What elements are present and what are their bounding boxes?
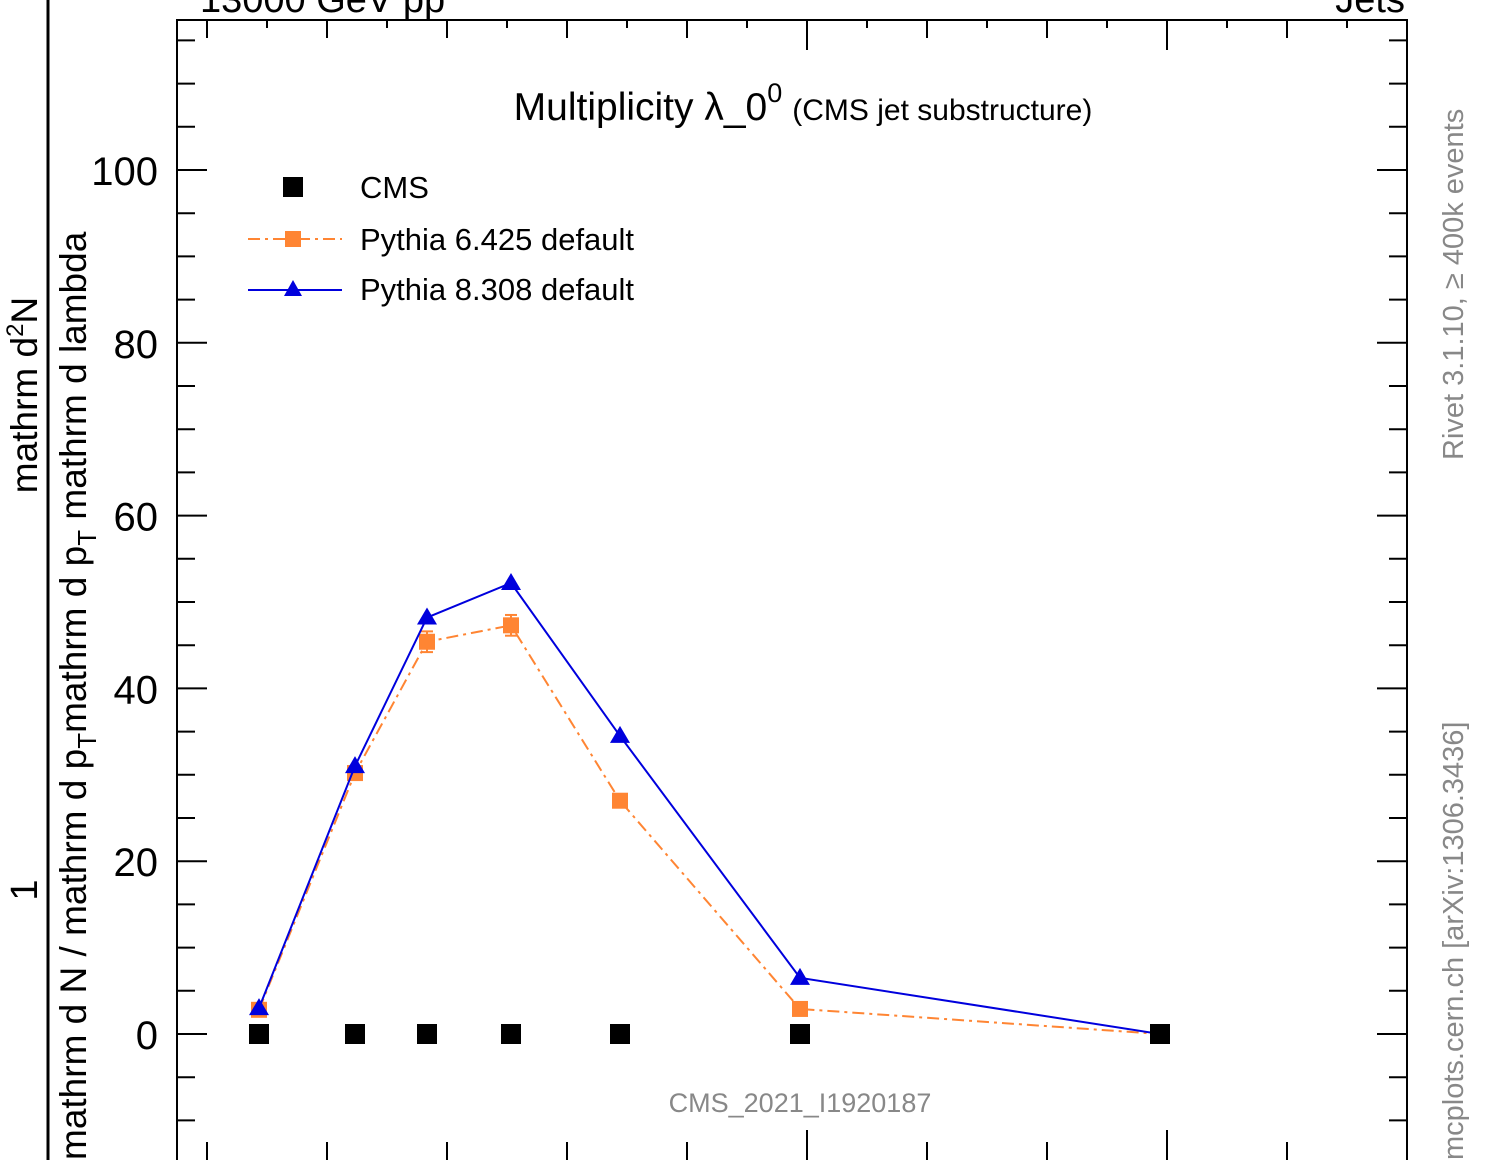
data-point-1 bbox=[419, 633, 435, 650]
data-point-0 bbox=[501, 1024, 521, 1044]
ylabel-denominator-T1: T bbox=[72, 733, 102, 749]
data-point-1 bbox=[612, 792, 628, 809]
legend-py8-marker bbox=[284, 280, 302, 296]
data-point-2 bbox=[249, 998, 269, 1016]
y-tick-labels: 0 20 40 60 80 100 bbox=[91, 150, 158, 1058]
data-point-0 bbox=[249, 1024, 269, 1044]
title-sup: 0 bbox=[767, 78, 782, 108]
legend-py6-label: Pythia 6.425 default bbox=[360, 222, 634, 257]
ylabel-num2-sup: 2 bbox=[2, 324, 29, 337]
data-point-0 bbox=[1150, 1024, 1170, 1044]
data-point-0 bbox=[417, 1024, 437, 1044]
data-point-2 bbox=[610, 725, 630, 743]
data-point-2 bbox=[501, 572, 521, 590]
y-tick-label: 80 bbox=[114, 323, 159, 367]
ylabel-denominator: mathrm d N / mathrm d pTmathrm d pT math… bbox=[53, 231, 102, 1160]
legend-py6-marker bbox=[285, 231, 301, 247]
legend-py8-label: Pythia 8.308 default bbox=[360, 272, 634, 307]
ylabel-num2-d: mathrm d bbox=[4, 337, 45, 493]
data-point-2 bbox=[790, 967, 810, 985]
header-right: Jets bbox=[1335, 0, 1405, 21]
legend-cms-marker bbox=[283, 177, 303, 197]
ylabel-denominator-3: mathrm d lambda bbox=[53, 231, 94, 530]
axis-ticks bbox=[177, 20, 1407, 1160]
data-point-1 bbox=[792, 1000, 808, 1017]
ylabel-denominator-2: mathrm d p bbox=[53, 546, 94, 733]
data-point-0 bbox=[610, 1024, 630, 1044]
rivet-label: Rivet 3.1.10, ≥ 400k events bbox=[1438, 109, 1470, 460]
legend: CMS Pythia 6.425 default Pythia 8.308 de… bbox=[248, 170, 634, 307]
plot-frame bbox=[176, 19, 1408, 1160]
y-axis-label: 1 mathrm d N / mathrm d pTmathrm d pT ma… bbox=[2, 0, 102, 1160]
data-point-2 bbox=[417, 607, 437, 625]
y-tick-label: 0 bbox=[136, 1014, 158, 1058]
ylabel-num2-N: N bbox=[4, 297, 45, 324]
data-point-1 bbox=[503, 617, 519, 634]
ylabel-denominator-T2: T bbox=[72, 530, 102, 546]
title-main: Multiplicity λ_0 bbox=[514, 86, 768, 129]
ylabel-denominator-1: mathrm d N / mathrm d p bbox=[53, 749, 94, 1160]
header-left: 13000 GeV pp bbox=[200, 0, 445, 21]
chart-title: Multiplicity λ_00 (CMS jet substructure) bbox=[514, 78, 1093, 129]
title-sub: (CMS jet substructure) bbox=[792, 94, 1092, 127]
y-tick-label: 20 bbox=[114, 841, 159, 885]
y-tick-label: 60 bbox=[114, 496, 159, 540]
y-tick-label: 40 bbox=[114, 668, 159, 712]
legend-cms-label: CMS bbox=[360, 170, 429, 205]
ylabel-numerator-2: mathrm d2N bbox=[2, 297, 45, 493]
mcplots-label: mcplots.cern.ch [arXiv:1306.3436] bbox=[1438, 722, 1470, 1160]
data-point-0 bbox=[345, 1024, 365, 1044]
series-line-2 bbox=[258, 581, 1161, 1035]
ylabel-numerator-1: 1 bbox=[4, 879, 46, 900]
data-point-2 bbox=[345, 756, 365, 774]
data-point-0 bbox=[790, 1024, 810, 1044]
analysis-watermark: CMS_2021_I1920187 bbox=[669, 1088, 932, 1118]
series-group bbox=[249, 572, 1170, 1044]
y-tick-label: 100 bbox=[91, 150, 158, 194]
